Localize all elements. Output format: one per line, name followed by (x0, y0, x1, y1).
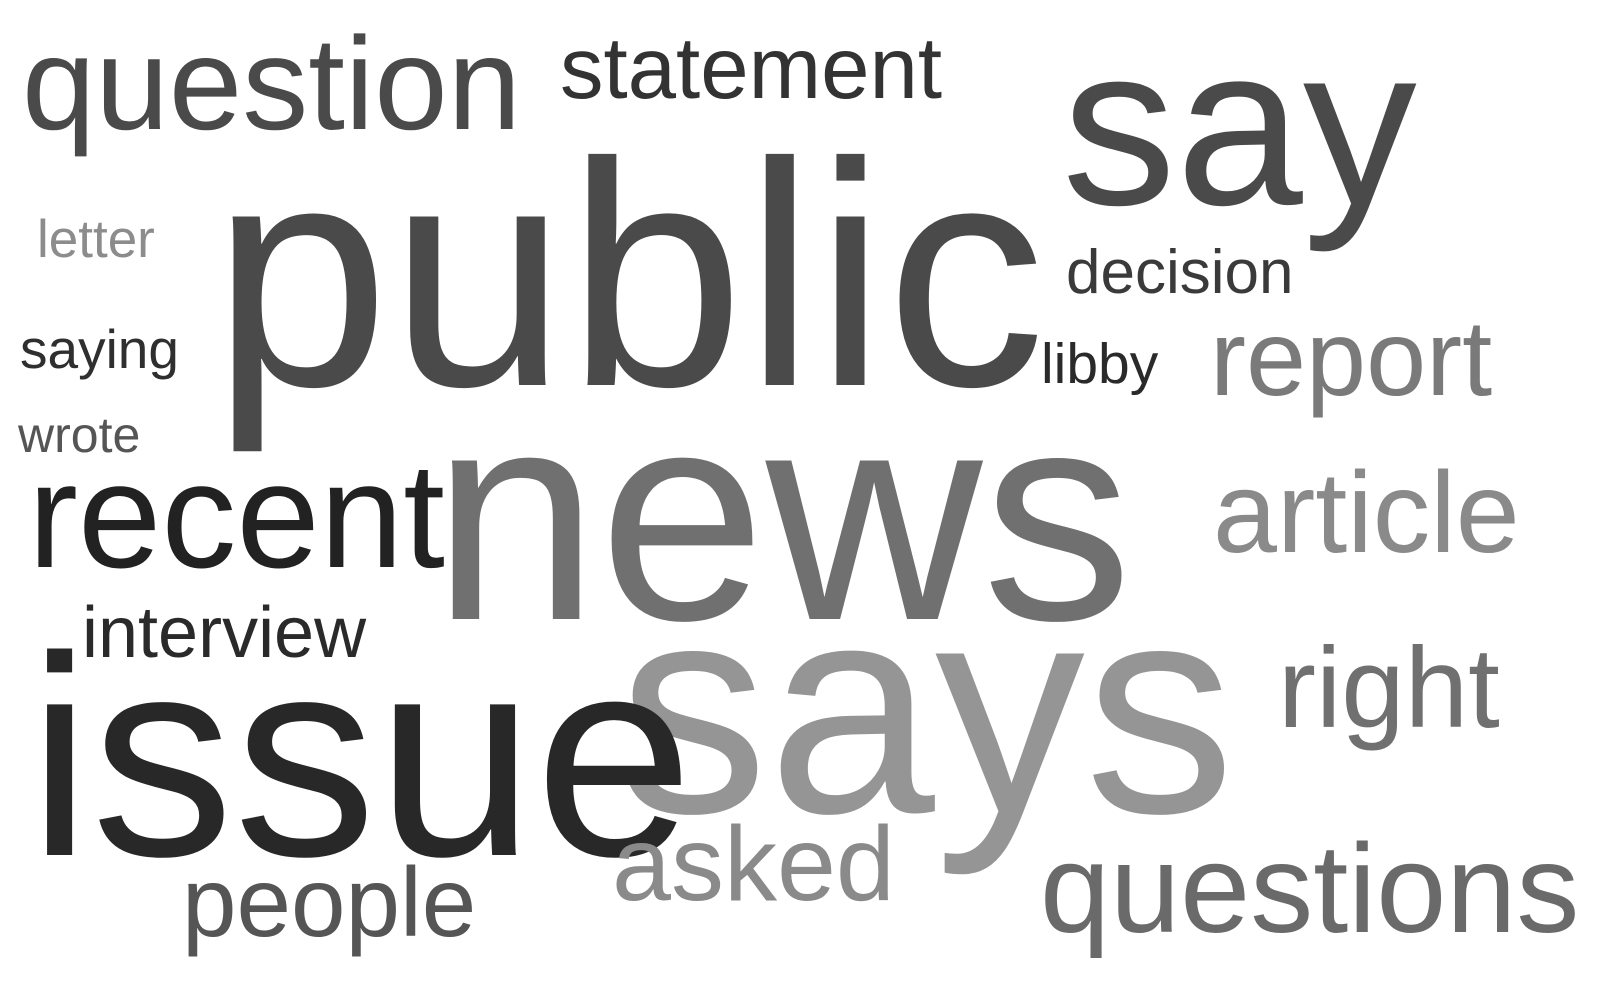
word-news: news (432, 347, 1133, 683)
word-interview: interview (82, 593, 367, 673)
word-says: says (618, 540, 1235, 876)
word-decision: decision (1066, 238, 1294, 307)
word-article: article (1213, 449, 1520, 577)
word-statement: statement (560, 20, 943, 117)
word-asked: asked (612, 805, 895, 923)
word-question: question (22, 10, 522, 157)
word-wrote: wrote (18, 407, 141, 463)
word-public: public (212, 96, 1046, 453)
word-issue: issue (28, 598, 694, 916)
word-questions: questions (1040, 818, 1580, 959)
word-people: people (182, 847, 477, 957)
word-libby: libby (1041, 332, 1159, 396)
word-right: right (1278, 625, 1500, 752)
word-say: say (1062, 0, 1417, 253)
word-report: report (1210, 297, 1493, 418)
word-recent: recent (28, 431, 445, 599)
word-letter: letter (37, 210, 155, 269)
word-saying: saying (20, 318, 179, 380)
